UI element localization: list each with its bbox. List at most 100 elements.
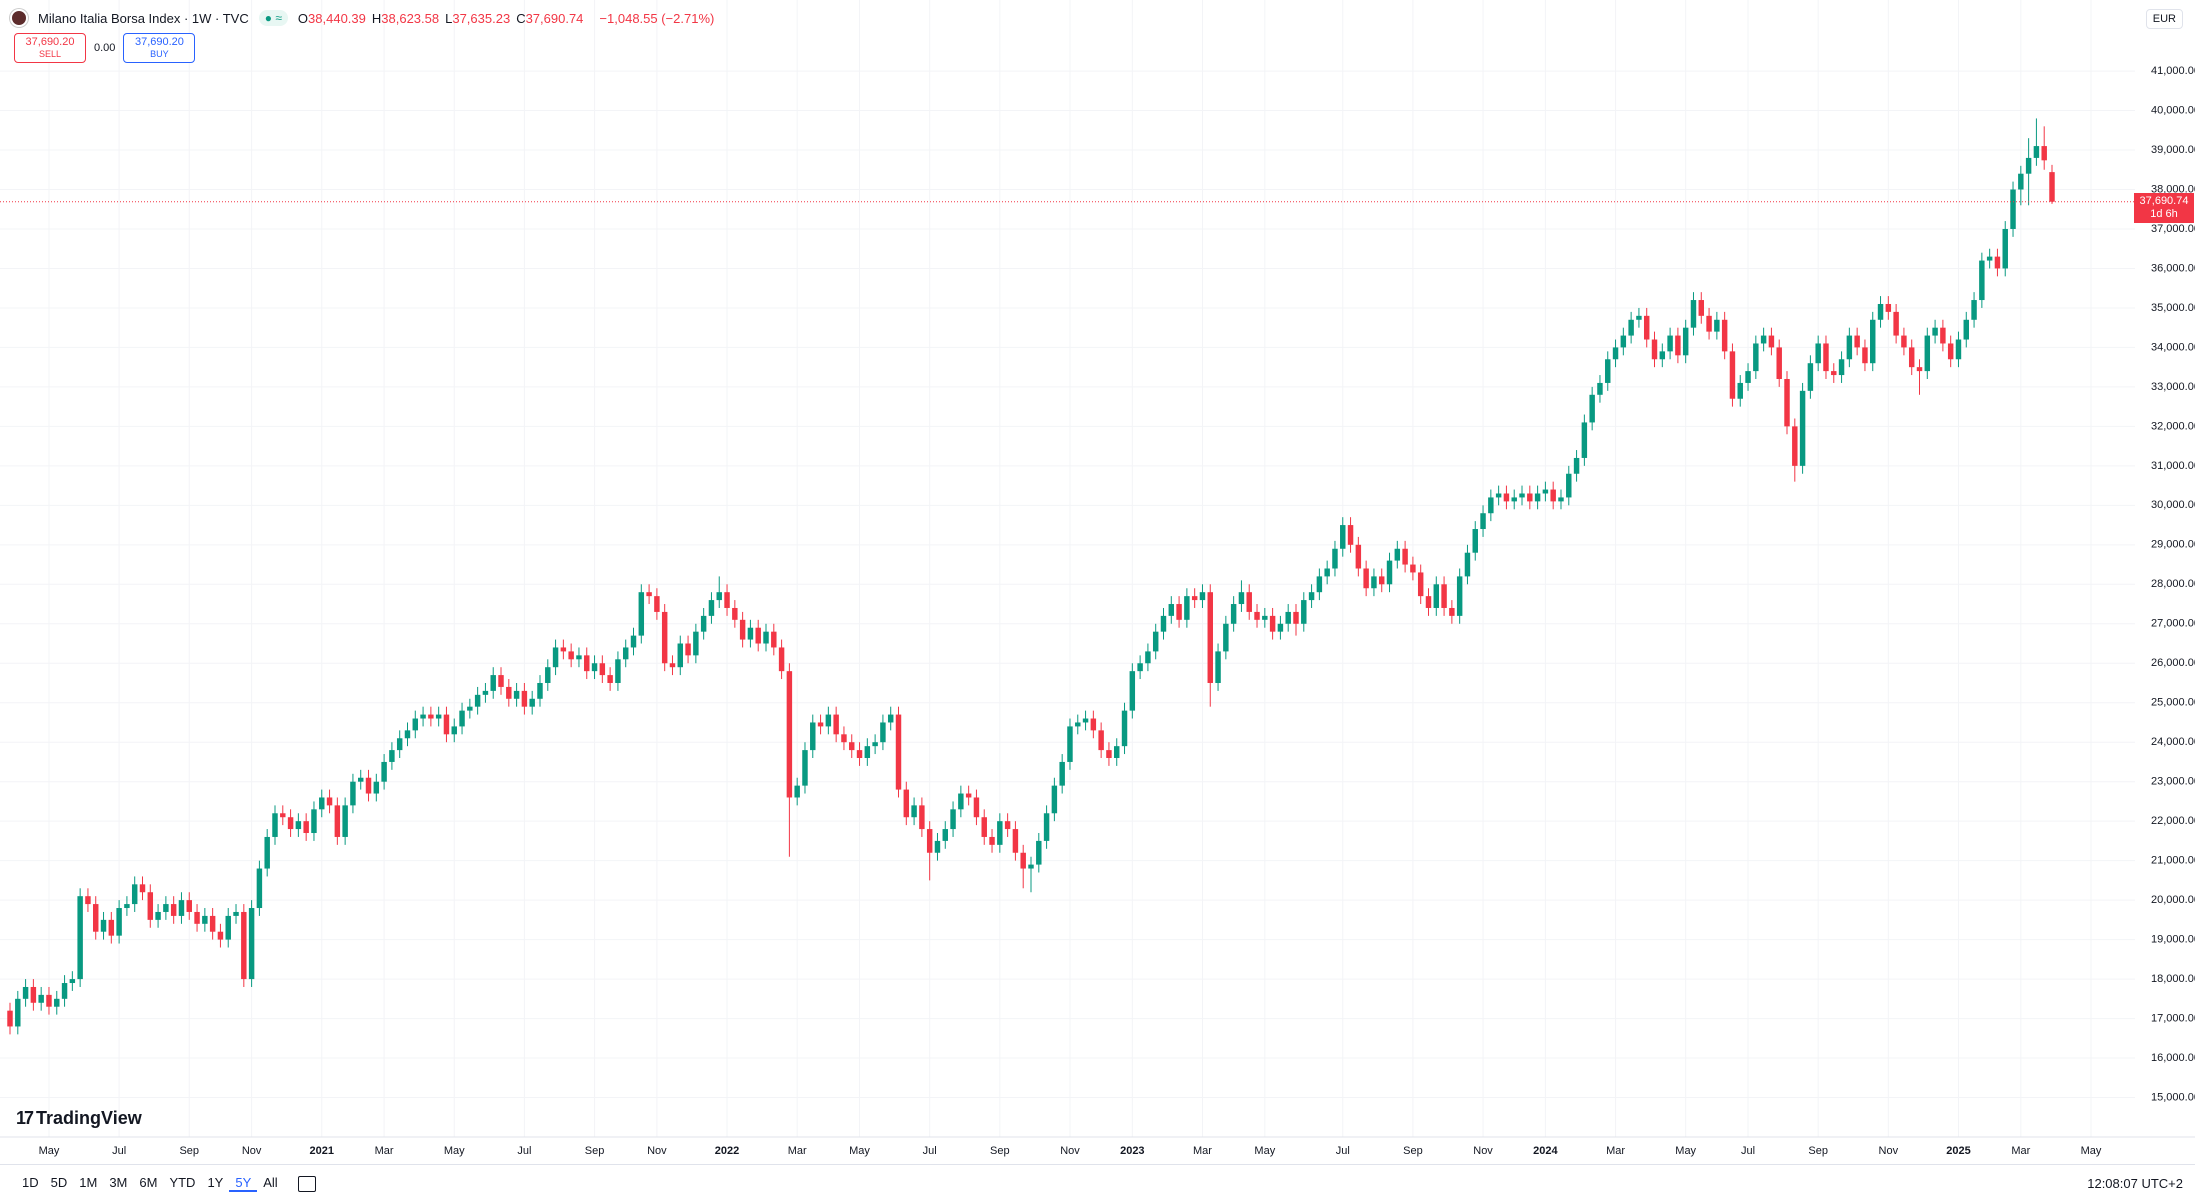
- candle-body: [895, 714, 902, 790]
- range-button[interactable]: 1Y: [207, 1175, 224, 1190]
- currency-button[interactable]: EUR: [2145, 9, 2183, 29]
- candle-body: [1082, 718, 1089, 723]
- legend-value: 38,440.39: [308, 10, 366, 26]
- candle-body: [1893, 311, 1899, 336]
- x-tick-label: Mar: [375, 1145, 394, 1157]
- candle-body: [685, 643, 691, 656]
- x-tick-label: 2025: [1946, 1145, 1970, 1157]
- y-tick-label: 25,000.00: [2151, 697, 2195, 709]
- candle-body: [131, 884, 138, 905]
- x-tick-label: Nov: [647, 1145, 667, 1157]
- candle-body: [1612, 347, 1619, 360]
- price-change: −1,048.55 (−2.71%): [599, 10, 715, 26]
- candle-body: [30, 986, 37, 1003]
- date-range-button[interactable]: [297, 1175, 316, 1192]
- candle-body: [311, 809, 317, 834]
- x-tick-label: May: [849, 1145, 870, 1157]
- candle-body: [934, 840, 941, 853]
- candle-body: [77, 896, 83, 980]
- candle-body: [1394, 548, 1401, 561]
- candle-body: [825, 714, 832, 727]
- candle-body: [1947, 343, 1954, 360]
- candle-body: [1238, 592, 1245, 605]
- candle-body: [537, 682, 543, 699]
- x-tick-label: Jul: [1336, 1145, 1350, 1157]
- candle-body: [1760, 335, 1767, 344]
- candle-body: [1098, 730, 1104, 751]
- range-button[interactable]: 1D: [22, 1175, 39, 1190]
- candle-body: [116, 908, 122, 936]
- candle-body: [1402, 548, 1408, 565]
- candle-body: [1168, 604, 1175, 616]
- x-tick-label: Mar: [1193, 1145, 1212, 1157]
- candle-body: [833, 714, 839, 735]
- candle-body: [85, 896, 91, 905]
- candle-body: [256, 868, 263, 909]
- buy-button[interactable]: 37,690.20 BUY: [123, 33, 196, 63]
- logo-mark: 17: [16, 1108, 34, 1128]
- x-tick-label: May: [2081, 1145, 2102, 1157]
- logo[interactable]: 17 TradingView: [16, 1108, 142, 1129]
- candle-body: [1301, 600, 1307, 624]
- candle-body: [864, 746, 871, 758]
- candle-body: [669, 663, 676, 668]
- candle-body: [1340, 525, 1346, 549]
- candle-body: [1308, 592, 1315, 601]
- clock[interactable]: 12:08:07 UTC+2: [2087, 1176, 2183, 1191]
- range-button[interactable]: 5D: [50, 1175, 68, 1190]
- sell-button[interactable]: 37,690.20 SELL: [14, 33, 86, 63]
- candle-body: [1753, 343, 1759, 372]
- x-tick-label: Nov: [1473, 1145, 1493, 1157]
- symbol-title[interactable]: Milano Italia Borsa Index · 1W · TVC: [38, 10, 249, 26]
- candle-body: [194, 911, 200, 924]
- x-tick-label: Sep: [1808, 1145, 1828, 1157]
- range-button[interactable]: 1M: [79, 1175, 98, 1190]
- candle-body: [1277, 623, 1284, 632]
- candle-body: [1620, 335, 1627, 348]
- candle-body: [93, 904, 99, 932]
- y-tick-label: 36,000.00: [2151, 262, 2195, 274]
- candle-body: [7, 1010, 13, 1027]
- candle-body: [872, 742, 878, 747]
- candle-body: [428, 714, 434, 719]
- candle-body: [1316, 576, 1323, 593]
- candle-body: [1698, 300, 1705, 316]
- candle-body: [958, 793, 964, 810]
- candle-body: [1075, 722, 1081, 727]
- candle-body: [303, 821, 309, 834]
- candle-body: [1714, 319, 1720, 332]
- range-button[interactable]: All: [263, 1175, 278, 1190]
- candle-body: [724, 592, 730, 608]
- candle-body: [1706, 315, 1712, 332]
- candle-body: [989, 836, 995, 845]
- y-tick-label: 37,000.00: [2151, 223, 2195, 235]
- candle-body: [46, 994, 52, 1007]
- range-button[interactable]: YTD: [169, 1175, 196, 1190]
- candle-body: [241, 911, 247, 980]
- candle-body: [926, 829, 933, 853]
- y-tick-label: 26,000.00: [2151, 657, 2195, 669]
- candle-body: [124, 904, 130, 909]
- candle-body: [1090, 718, 1097, 731]
- candle-body: [911, 805, 917, 818]
- candle-body: [1986, 256, 1993, 261]
- candle-body: [170, 904, 177, 916]
- legend-key: C: [516, 10, 526, 26]
- status-badge[interactable]: ● ≈: [258, 10, 288, 26]
- candle-body: [1690, 300, 1697, 328]
- candle-body: [2018, 173, 2024, 190]
- x-tick-label: Sep: [1403, 1145, 1423, 1157]
- range-button[interactable]: 6M: [139, 1175, 158, 1190]
- candle-body: [1776, 347, 1782, 379]
- bar-countdown: 1d 6h: [2150, 207, 2178, 220]
- x-tick-label: Mar: [788, 1145, 807, 1157]
- candle-body: [560, 647, 567, 652]
- candle-body: [1028, 864, 1034, 869]
- range-button[interactable]: 5Y: [229, 1175, 258, 1192]
- candle-body: [272, 813, 278, 837]
- range-button[interactable]: 3M: [109, 1175, 128, 1190]
- candle-body: [622, 647, 629, 660]
- candle-body: [1215, 651, 1221, 683]
- candle-body: [1784, 379, 1790, 427]
- x-tick-label: 2023: [1120, 1145, 1144, 1157]
